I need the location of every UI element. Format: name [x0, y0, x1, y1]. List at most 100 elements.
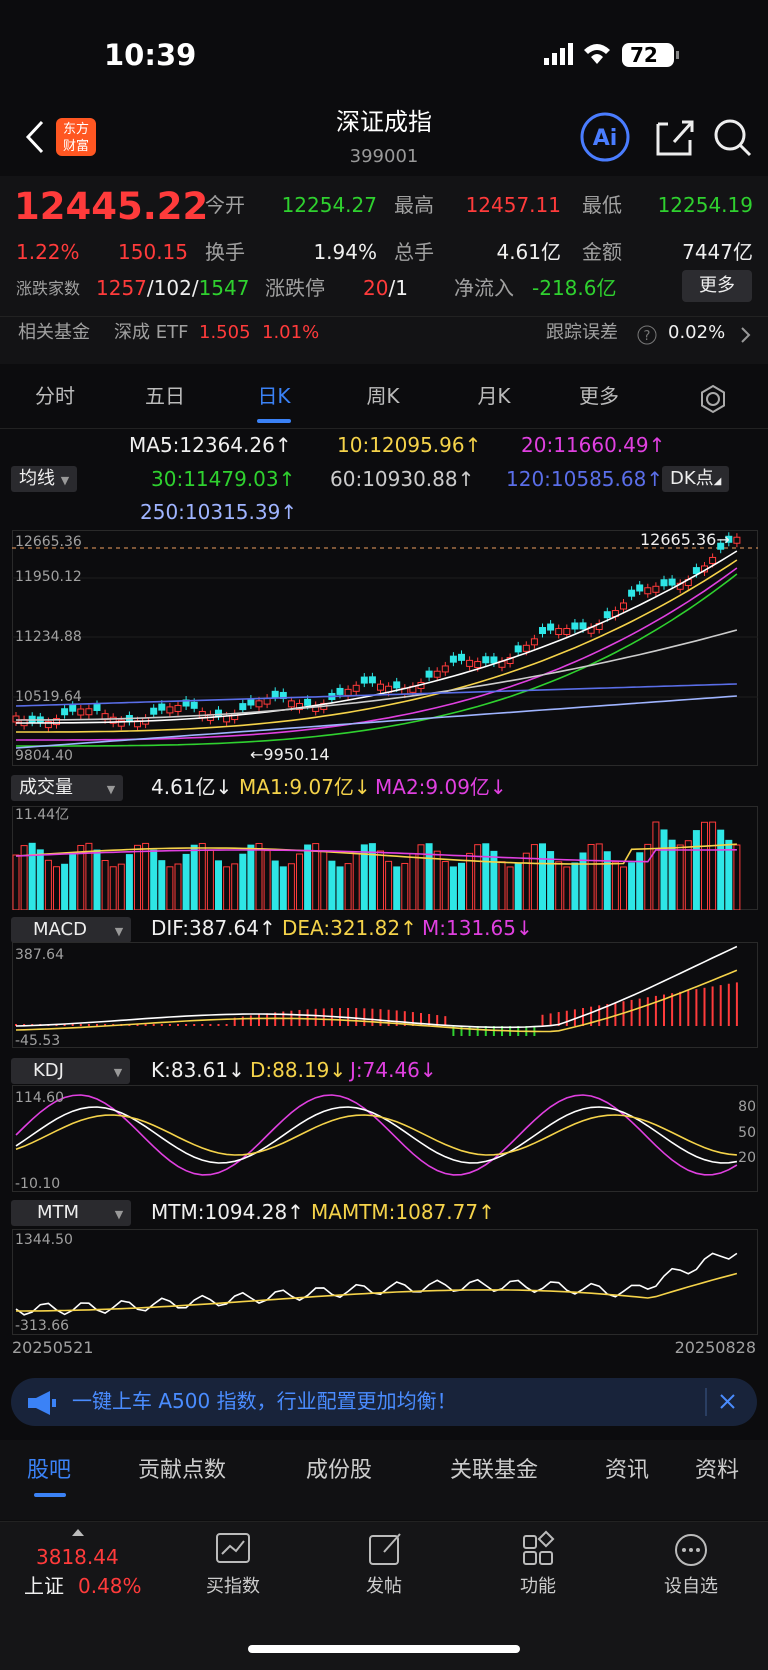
price-axis-label: 11234.88 — [15, 629, 82, 645]
search-handle — [738, 143, 752, 157]
candle — [628, 589, 636, 597]
volume-bar — [579, 852, 587, 910]
ma-line — [15, 695, 737, 749]
volume-bar — [206, 849, 214, 910]
candle — [150, 707, 158, 715]
candle — [360, 676, 368, 684]
subtab[interactable]: 股吧 — [26, 1458, 71, 1483]
settings-button[interactable] — [697, 383, 729, 415]
mtm-chart — [12, 1229, 758, 1335]
share-button[interactable] — [656, 120, 694, 156]
end-date: 20250828 — [674, 1338, 756, 1357]
candle — [158, 703, 166, 711]
ma-item: 10:12095.96↑ — [337, 433, 482, 457]
period-tab[interactable]: 更多 — [579, 384, 619, 408]
status-icons — [544, 43, 679, 67]
volume-bar — [506, 866, 514, 910]
subtab[interactable]: 资讯 — [604, 1458, 649, 1483]
dif-line — [15, 945, 738, 1029]
candle — [733, 536, 741, 544]
breadth: 1257/102/1547 — [96, 278, 249, 298]
icon-favorite — [675, 1534, 707, 1566]
volume-bar — [636, 852, 644, 910]
volume-bar — [44, 859, 52, 910]
help-icon[interactable] — [637, 325, 657, 345]
search-button[interactable] — [714, 119, 746, 151]
dk-button[interactable]: DK点◢ — [662, 466, 730, 492]
subtab[interactable]: 贡献点数 — [137, 1458, 226, 1483]
period-tab[interactable]: 周K — [366, 384, 400, 408]
kdj-selector[interactable]: KDJ ▼ — [11, 1058, 131, 1084]
fund-name: 深成 ETF — [114, 322, 189, 343]
macd-selector[interactable]: MACD ▼ — [11, 917, 132, 943]
nav-item[interactable]: 发帖 — [366, 1576, 402, 1597]
candle — [547, 623, 555, 631]
limit: 20/1 — [363, 278, 408, 298]
candle — [506, 657, 514, 665]
ma-selector[interactable]: 均线 ▼ — [11, 466, 78, 492]
volume-ma1: MA1:9.07亿↓ — [239, 775, 371, 799]
banner-close[interactable] — [704, 1388, 748, 1416]
volume-bar — [385, 860, 393, 910]
megaphone-tip — [52, 1399, 56, 1407]
sh-index-value[interactable]: 3818.44 — [36, 1545, 119, 1569]
icon-grid — [539, 1551, 553, 1565]
volume-bar — [393, 866, 401, 910]
stat-value: 7447亿 — [682, 240, 753, 264]
nav-item[interactable]: 设自选 — [664, 1576, 718, 1597]
ma-item: 20:11660.49↑ — [521, 433, 666, 457]
index-code: 399001 — [349, 146, 419, 167]
candle — [247, 698, 255, 706]
volume-bar — [247, 844, 255, 910]
close-icon — [720, 1394, 735, 1409]
limit-label: 涨跌停 — [265, 276, 325, 300]
candle — [563, 628, 571, 636]
promo-banner[interactable] — [11, 1378, 757, 1426]
start-date: 20250521 — [12, 1338, 94, 1357]
more-button[interactable]: 更多 — [682, 270, 752, 302]
mtm-value: MTM:1094.28↑ — [151, 1200, 304, 1224]
kdj-j: J:74.46↓ — [350, 1058, 437, 1082]
d-line — [15, 1114, 737, 1156]
candle — [239, 703, 247, 711]
stat-label: 金额 — [582, 240, 622, 264]
period-tab[interactable]: 分时 — [35, 384, 75, 408]
mtm-selector[interactable]: MTM ▼ — [11, 1200, 132, 1226]
volume-bar — [522, 852, 530, 910]
nav-item[interactable]: 功能 — [520, 1576, 556, 1597]
volume-bar — [644, 843, 652, 910]
subtab[interactable]: 关联基金 — [449, 1458, 538, 1483]
volume-bar — [101, 859, 109, 910]
candle — [344, 688, 352, 696]
volume-bar — [117, 863, 125, 910]
price-axis-label: 12665.36 — [15, 534, 82, 550]
candle — [93, 703, 101, 711]
volume-bar — [433, 850, 441, 910]
icon-chart-line — [221, 1540, 245, 1555]
volume-bar — [336, 866, 344, 910]
volume-bar — [474, 844, 482, 910]
mtm-line — [15, 1252, 738, 1316]
candle — [44, 721, 52, 729]
candle — [69, 704, 77, 712]
signal — [560, 48, 565, 65]
j-line — [15, 1094, 738, 1176]
ma-item: 120:10585.68↑ — [506, 467, 664, 491]
volume-bar — [668, 839, 676, 910]
nav-item[interactable]: 买指数 — [206, 1576, 260, 1597]
gear-inner — [706, 392, 720, 406]
subtab[interactable]: 成份股 — [305, 1458, 372, 1483]
volume-selector[interactable]: 成交量 ▼ — [11, 775, 124, 801]
volume-bar — [368, 843, 376, 910]
period-tab[interactable]: 五日 — [145, 384, 185, 408]
ai-button[interactable] — [580, 112, 630, 162]
back-button[interactable] — [25, 120, 44, 154]
subtab[interactable]: 资料 — [694, 1458, 739, 1483]
period-tab[interactable]: 日K — [257, 384, 291, 408]
candle — [12, 715, 20, 723]
candle — [644, 587, 652, 595]
fund-pct: 1.01% — [262, 322, 320, 343]
flow-label: 净流入 — [454, 276, 514, 300]
period-tab[interactable]: 月K — [477, 384, 511, 408]
macd-chart — [12, 942, 758, 1048]
